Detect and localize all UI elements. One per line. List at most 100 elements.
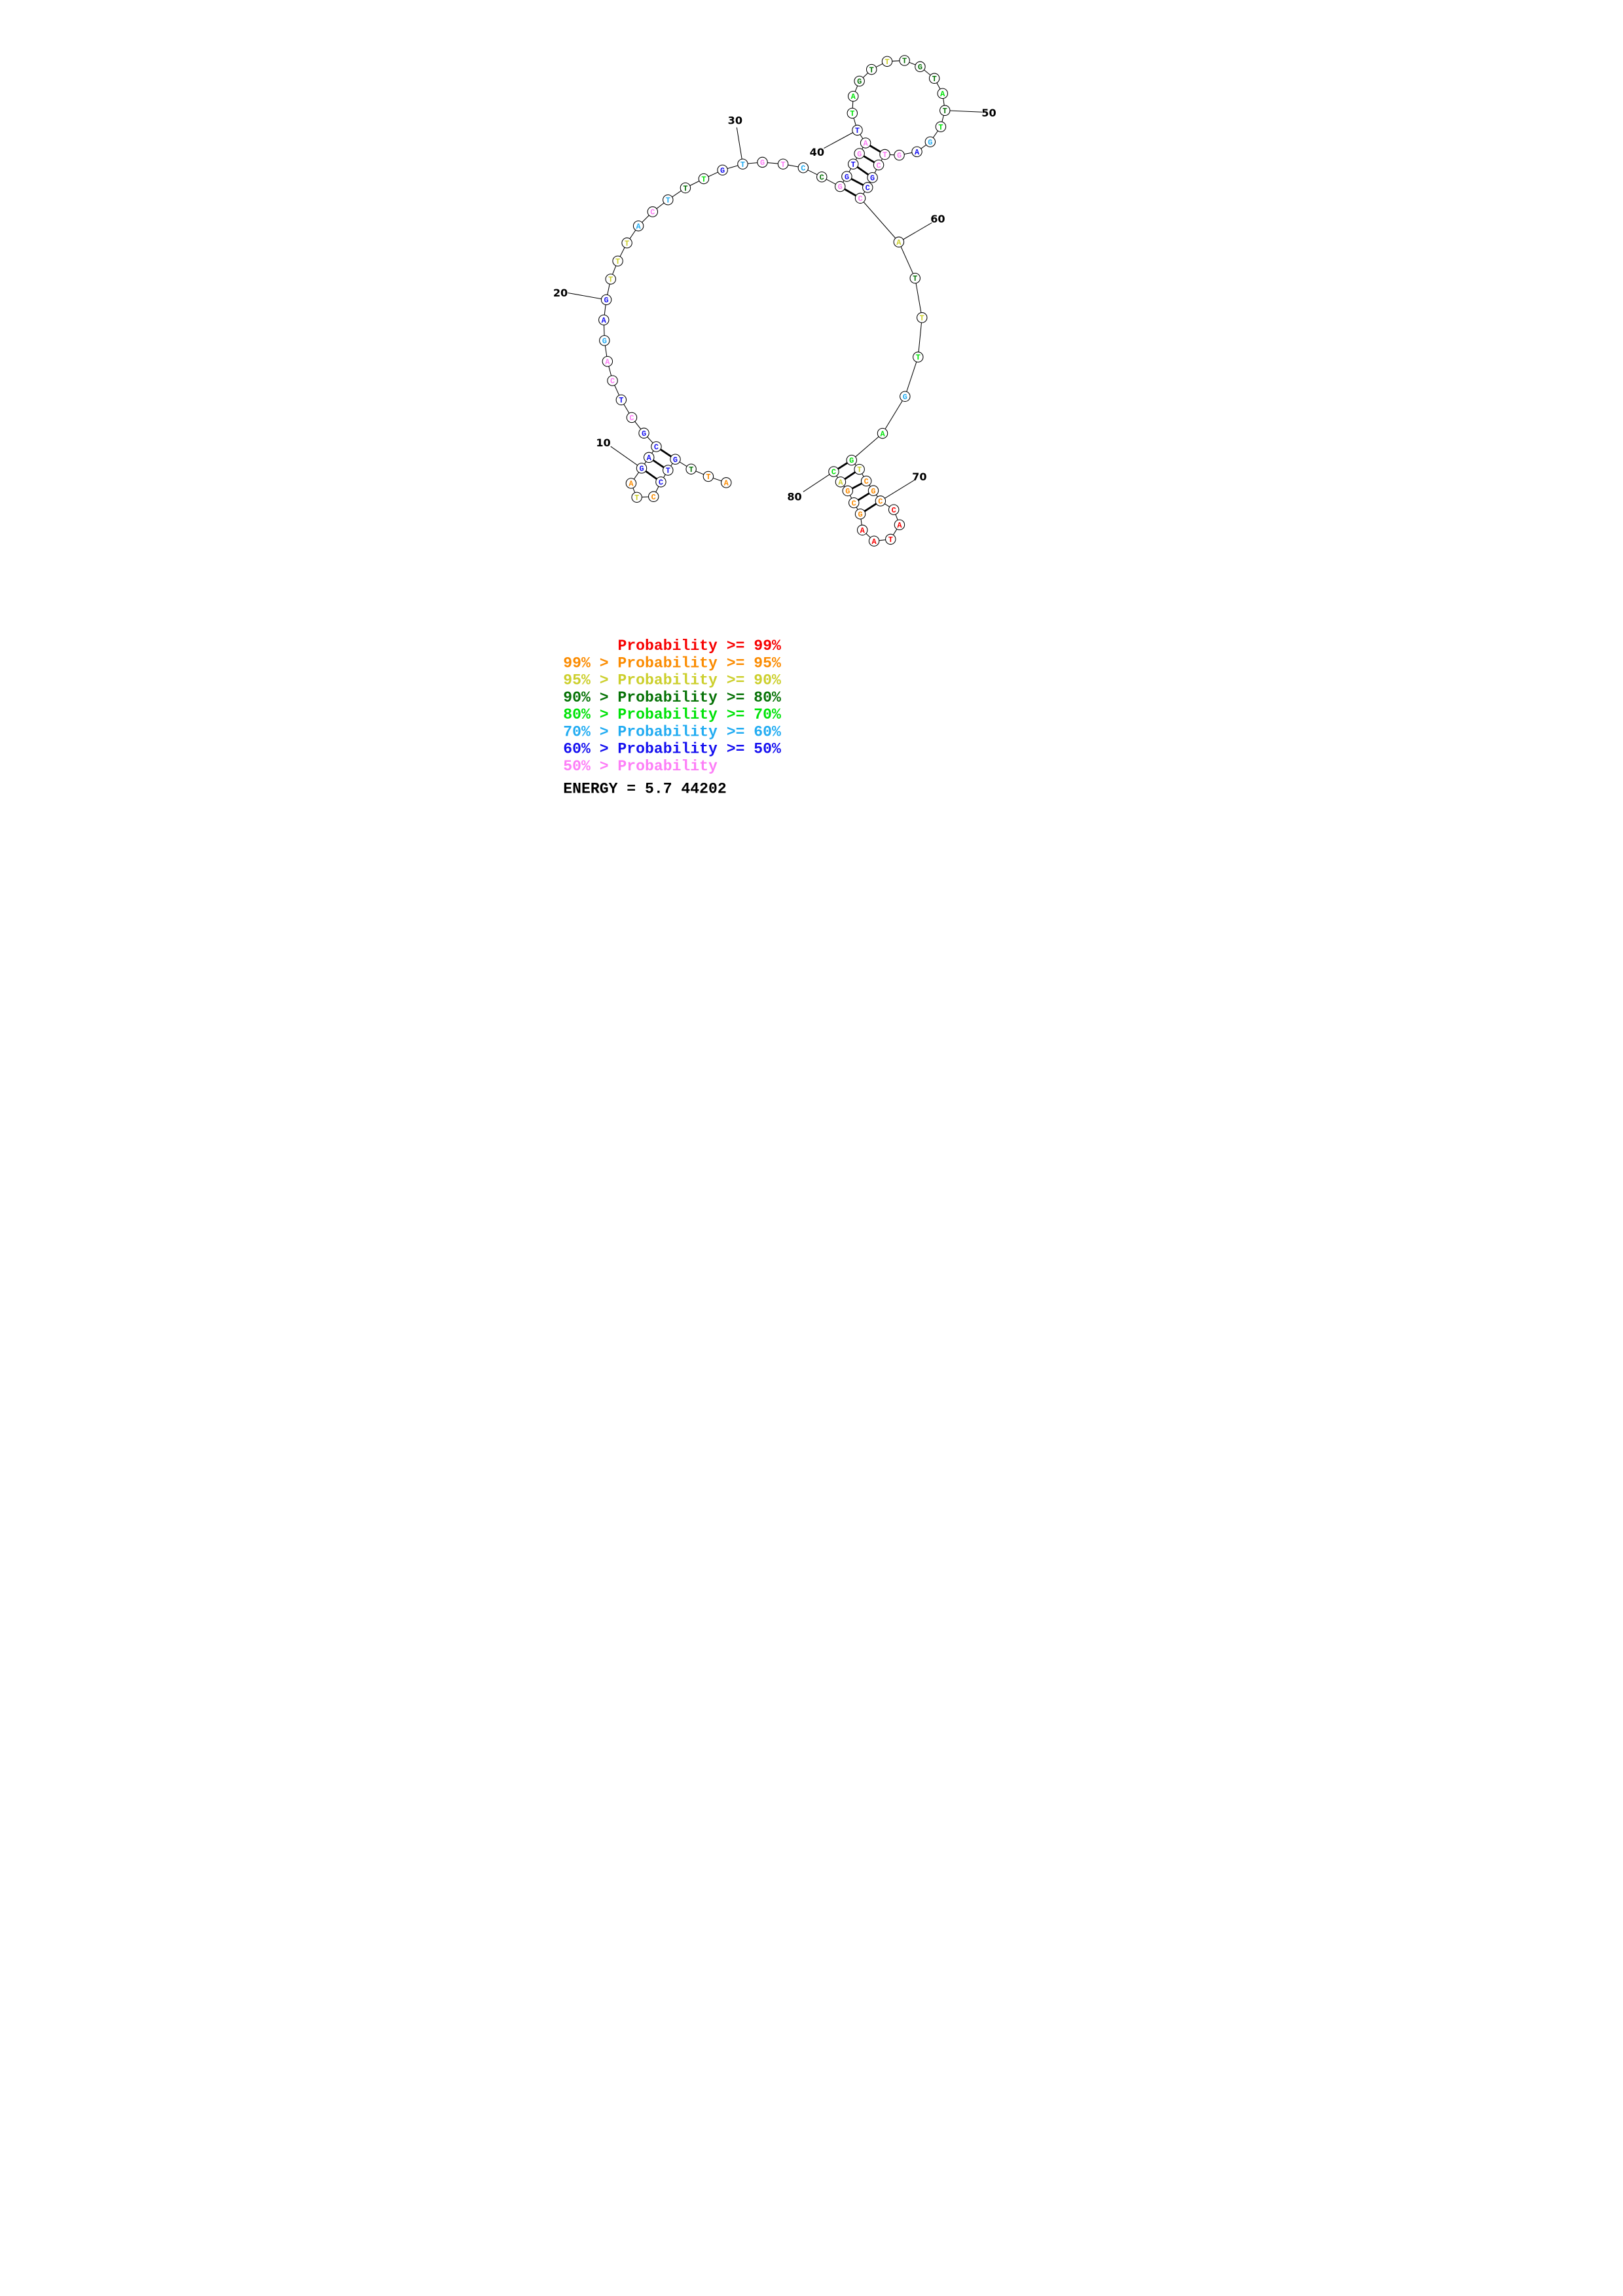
legend-row-p50: 60% > Probability >= 50%: [563, 741, 781, 758]
nucleotide-base-letter: A: [601, 316, 606, 325]
nucleotide-base-letter: G: [720, 166, 725, 175]
nucleotide-47-G: G: [914, 61, 926, 73]
nucleotide-base-letter: G: [837, 183, 842, 192]
nucleotide-base-letter: A: [629, 480, 634, 489]
nucleotide-69-G: G: [867, 485, 879, 496]
nucleotide-circle: [632, 221, 644, 232]
position-label-60: 60: [930, 213, 945, 225]
nucleotide-28-T: T: [698, 173, 709, 185]
nucleotide-base-letter: T: [619, 396, 623, 405]
nucleotide-circle: [884, 533, 896, 545]
label-line-10: [610, 446, 642, 469]
nucleotide-base-letter: C: [651, 493, 655, 502]
nucleotide-base-letter: T: [701, 175, 706, 184]
nucleotide-base-letter: C: [891, 506, 896, 515]
probability-legend: Probability >= 99%99% > Probability >= 9…: [563, 637, 781, 775]
nucleotide-circle: [615, 394, 627, 406]
nucleotide-63-T: T: [912, 351, 924, 363]
nucleotide-circle: [669, 454, 681, 465]
nucleotide-43-G: G: [853, 75, 865, 87]
position-label-layer: 10 20 30 40 50 60 70 80: [553, 107, 996, 503]
nucleotide-31-G: G: [756, 156, 768, 168]
nucleotide-base-letter: T: [625, 239, 629, 248]
nucleotide-45-T: T: [881, 56, 892, 67]
nucleotide-circle: [854, 509, 866, 520]
nucleotide-21-T: T: [605, 274, 616, 285]
nucleotide-circle: [928, 73, 939, 84]
nucleotide-base-letter: T: [740, 160, 744, 170]
nucleotide-circle: [853, 75, 865, 87]
nucleotide-base-letter: T: [634, 493, 639, 503]
nucleotide-48-T: T: [928, 73, 939, 84]
nucleotide-68-C: C: [860, 475, 871, 487]
nucleotide-base-letter: A: [838, 478, 843, 488]
position-label-40: 40: [809, 146, 824, 158]
nucleotide-base-letter: T: [869, 65, 873, 75]
nucleotide-base-letter: T: [850, 160, 855, 170]
nucleotide-base-letter: T: [888, 535, 892, 545]
nucleotide-circle: [835, 476, 846, 488]
nucleotide-base-letter: T: [942, 107, 947, 116]
nucleotide-circle: [912, 351, 924, 363]
nucleotide-circle: [662, 194, 674, 206]
nucleotide-base-letter: A: [863, 139, 868, 149]
backbone-segment-62-63: [917, 317, 922, 357]
nucleotide-circle: [626, 412, 637, 423]
nucleotide-base-letter: T: [706, 473, 710, 482]
nucleotide-circle: [867, 485, 879, 496]
nucleotide-44-T: T: [866, 63, 877, 75]
nucleotide-base-letter: C: [865, 184, 869, 193]
nucleotide-base-letter: T: [689, 465, 693, 475]
nucleotide-32-T: T: [777, 158, 788, 170]
nucleotide-circle: [935, 121, 946, 132]
nucleotide-base-letter: T: [882, 151, 886, 160]
energy-label: ENERGY = 5.7 44202: [563, 780, 726, 797]
nucleotide-circle: [756, 156, 768, 168]
backbone-segment-65-66: [850, 433, 883, 461]
nucleotide-circle: [894, 519, 905, 531]
nucleotide-61-T: T: [909, 272, 921, 284]
nucleotide-circle: [893, 149, 905, 161]
nucleotide-base-letter: G: [857, 150, 862, 159]
backbone-segment-63-64: [904, 357, 919, 397]
nucleotide-base-letter: A: [723, 479, 729, 488]
nucleotide-circle: [868, 535, 879, 547]
nucleotide-59-C: C: [854, 192, 866, 204]
nucleotide-circle: [636, 463, 647, 474]
nucleotide-base-letter: C: [610, 377, 614, 386]
nucleotide-base-letter: G: [672, 456, 677, 465]
position-label-20: 20: [553, 287, 567, 299]
nucleotide-circle: [846, 454, 857, 466]
nucleotide-circle: [647, 491, 659, 502]
nucleotide-base-letter: T: [854, 126, 859, 135]
nucleotide-base-letter: C: [864, 477, 868, 486]
nucleotide-3-T: T: [685, 463, 697, 475]
nucleotide-base-letter: T: [884, 58, 889, 67]
nucleotide-11-A: A: [643, 452, 654, 463]
nucleotide-circle: [685, 463, 697, 475]
nucleotide-circle: [737, 158, 748, 170]
nucleotide-15-T: T: [615, 394, 627, 406]
nucleotide-circle: [914, 61, 926, 73]
nucleotide-circle: [842, 485, 853, 497]
nucleotide-40-T: T: [851, 124, 863, 136]
nucleotide-circle: [898, 55, 910, 66]
legend-row-p99: Probability >= 99%: [617, 637, 781, 655]
nucleotide-78-G: G: [842, 485, 853, 497]
nucleotide-80-C: C: [828, 466, 839, 477]
nucleotide-circle: [598, 335, 610, 346]
nucleotide-base-letter: G: [641, 429, 646, 439]
nucleotide-base-letter: G: [759, 158, 764, 168]
nucleotide-base-letter: C: [858, 194, 862, 204]
nucleotide-base-letter: A: [850, 92, 856, 101]
nucleotide-23-T: T: [621, 237, 632, 249]
nucleotide-circle: [600, 294, 611, 306]
nucleotide-circle: [702, 471, 714, 482]
nucleotide-7-C: C: [647, 491, 659, 502]
nucleotide-base-letter: T: [665, 467, 670, 476]
position-label-50: 50: [981, 107, 996, 119]
nucleotide-circle: [720, 477, 731, 488]
